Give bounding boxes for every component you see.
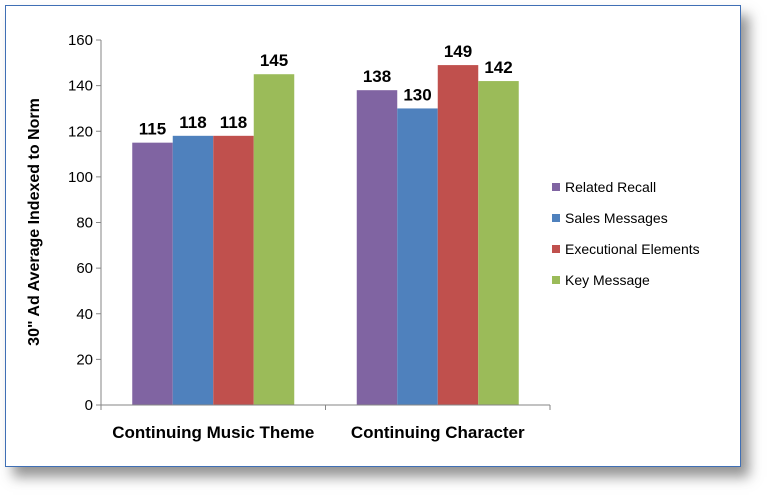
y-tick-label: 60 — [76, 260, 93, 277]
bars — [132, 65, 519, 405]
data-label: 142 — [484, 58, 512, 77]
legend-swatch — [552, 214, 560, 222]
category-label: Continuing Music Theme — [112, 423, 314, 442]
y-tick-label: 20 — [76, 351, 93, 368]
legend-swatch — [552, 183, 560, 191]
data-label: 145 — [260, 51, 288, 70]
x-axis-ticks — [100, 405, 551, 410]
y-tick-label: 100 — [68, 169, 93, 186]
data-label: 130 — [403, 85, 431, 104]
legend-label: Key Message — [565, 272, 650, 288]
legend-swatch — [552, 245, 560, 253]
y-tick-label: 40 — [76, 306, 93, 323]
bar — [437, 65, 479, 405]
category-label: Continuing Character — [351, 423, 525, 442]
data-label: 118 — [179, 113, 206, 132]
bar — [356, 90, 398, 405]
legend: Related Recall Sales Messages Executional … — [552, 179, 700, 288]
y-tick-label: 80 — [76, 215, 93, 232]
data-label: 138 — [363, 67, 391, 86]
y-tick-label: 160 — [68, 32, 93, 49]
category-labels: Continuing Music Theme Continuing Charact… — [112, 423, 525, 442]
legend-label: Executional Elements — [565, 241, 700, 257]
bar — [253, 74, 295, 405]
y-axis-label: 30" Ad Average Indexed to Norm — [26, 98, 43, 346]
data-label: 115 — [139, 120, 166, 139]
legend-label: Sales Messages — [565, 210, 668, 226]
y-axis-ticks: 0 20 40 60 80 100 120 140 160 — [68, 32, 101, 414]
legend-label: Related Recall — [565, 179, 656, 195]
bar — [397, 108, 438, 405]
y-tick-label: 0 — [85, 397, 93, 414]
y-tick-label: 120 — [68, 123, 93, 140]
y-tick-label: 140 — [68, 78, 93, 95]
bar — [172, 135, 214, 405]
bar — [132, 142, 173, 405]
data-label: 149 — [444, 42, 472, 61]
data-label: 118 — [220, 113, 247, 132]
bar — [213, 135, 254, 405]
data-labels: 115 118 118 145 138 130 149 142 — [139, 42, 513, 139]
bar — [478, 81, 519, 405]
legend-swatch — [552, 276, 560, 284]
